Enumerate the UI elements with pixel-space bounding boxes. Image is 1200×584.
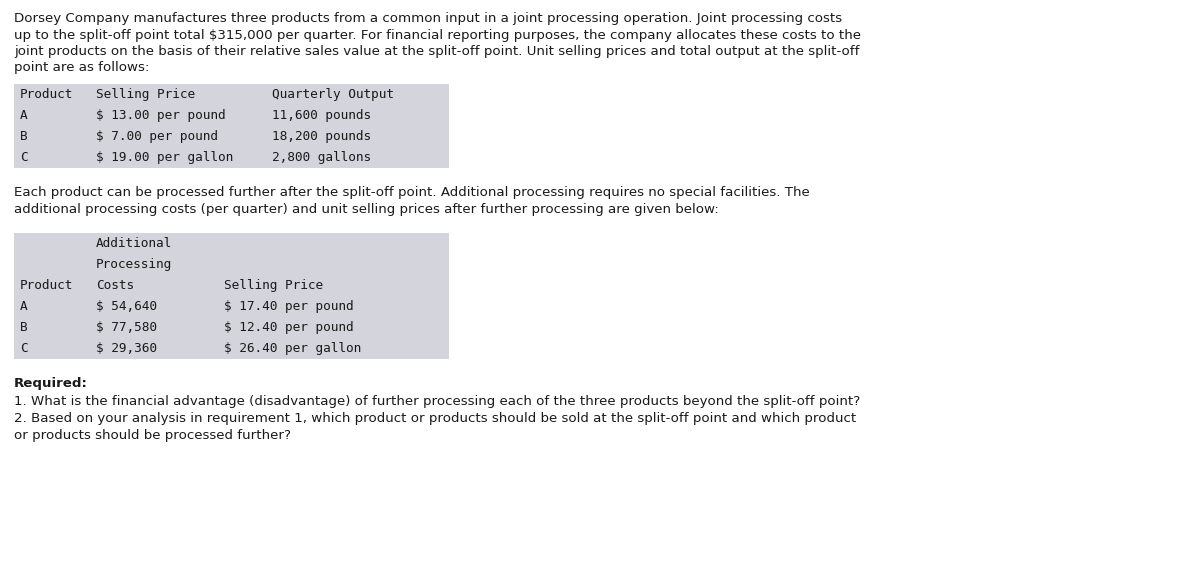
Text: Additional: Additional [96, 237, 173, 250]
Text: A: A [20, 109, 28, 122]
Bar [14, 233, 449, 359]
Text: Required:: Required: [14, 377, 88, 390]
Text: $ 13.00 per pound: $ 13.00 per pound [96, 109, 226, 122]
Text: Quarterly Output: Quarterly Output [272, 88, 394, 101]
Text: 1. What is the financial advantage (disadvantage) of further processing each of : 1. What is the financial advantage (disa… [14, 395, 860, 408]
Text: A: A [20, 300, 28, 313]
Text: $ 77,580: $ 77,580 [96, 321, 157, 334]
Text: C: C [20, 151, 28, 164]
Text: $ 54,640: $ 54,640 [96, 300, 157, 313]
Text: Selling Price: Selling Price [224, 279, 323, 292]
Bar [14, 84, 449, 168]
Text: up to the split-off point total $315,000 per quarter. For financial reporting pu: up to the split-off point total $315,000… [14, 29, 862, 41]
Text: point are as follows:: point are as follows: [14, 61, 149, 75]
Text: 11,600 pounds: 11,600 pounds [272, 109, 371, 122]
Text: $ 7.00 per pound: $ 7.00 per pound [96, 130, 218, 143]
Text: B: B [20, 321, 28, 334]
Text: $ 26.40 per gallon: $ 26.40 per gallon [224, 342, 361, 355]
Text: $ 17.40 per pound: $ 17.40 per pound [224, 300, 354, 313]
Text: Processing: Processing [96, 258, 173, 271]
Text: B: B [20, 130, 28, 143]
Text: C: C [20, 342, 28, 355]
Text: $ 19.00 per gallon: $ 19.00 per gallon [96, 151, 233, 164]
Text: 18,200 pounds: 18,200 pounds [272, 130, 371, 143]
Text: Dorsey Company manufactures three products from a common input in a joint proces: Dorsey Company manufactures three produc… [14, 12, 842, 25]
Text: Each product can be processed further after the split-off point. Additional proc: Each product can be processed further af… [14, 186, 810, 199]
Text: Costs: Costs [96, 279, 134, 292]
Text: or products should be processed further?: or products should be processed further? [14, 429, 292, 442]
Text: $ 29,360: $ 29,360 [96, 342, 157, 355]
Text: Product: Product [20, 279, 73, 292]
Text: Selling Price: Selling Price [96, 88, 196, 101]
Text: 2. Based on your analysis in requirement 1, which product or products should be : 2. Based on your analysis in requirement… [14, 412, 857, 425]
Text: joint products on the basis of their relative sales value at the split-off point: joint products on the basis of their rel… [14, 45, 859, 58]
Text: 2,800 gallons: 2,800 gallons [272, 151, 371, 164]
Text: additional processing costs (per quarter) and unit selling prices after further : additional processing costs (per quarter… [14, 203, 719, 215]
Text: Product: Product [20, 88, 73, 101]
Text: $ 12.40 per pound: $ 12.40 per pound [224, 321, 354, 334]
